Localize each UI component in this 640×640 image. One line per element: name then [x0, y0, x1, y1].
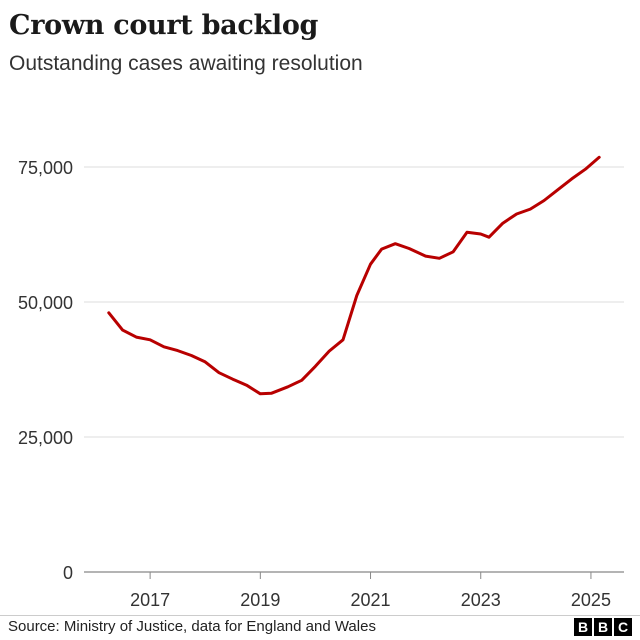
series-line [107, 155, 601, 396]
logo-letter: C [614, 618, 632, 636]
bbc-logo: B B C [574, 618, 632, 636]
x-axis: 2017 2019 2021 2023 2025 [130, 572, 611, 610]
source-note: Source: Ministry of Justice, data for En… [8, 618, 376, 635]
logo-letter: B [594, 618, 612, 636]
logo-letter: B [574, 618, 592, 636]
x-tick-label: 2023 [461, 590, 501, 610]
y-tick-label: 75,000 [18, 158, 73, 178]
chart-title: Crown court backlog [9, 10, 319, 41]
y-axis: 0 25,000 50,000 75,000 [18, 158, 73, 583]
x-tick-label: 2021 [351, 590, 391, 610]
footer-divider [0, 615, 640, 616]
x-tick-label: 2017 [130, 590, 170, 610]
y-tick-label: 25,000 [18, 428, 73, 448]
gridlines [84, 166, 624, 573]
y-tick-label: 50,000 [18, 293, 73, 313]
line-chart: 0 25,000 50,000 75,000 2017 2019 2021 2023 2025 [18, 155, 624, 610]
series-layer [107, 155, 601, 396]
y-tick-label: 0 [63, 563, 73, 583]
chart-subtitle: Outstanding cases awaiting resolution [9, 52, 363, 75]
x-tick-label: 2025 [571, 590, 611, 610]
x-tick-label: 2019 [240, 590, 280, 610]
